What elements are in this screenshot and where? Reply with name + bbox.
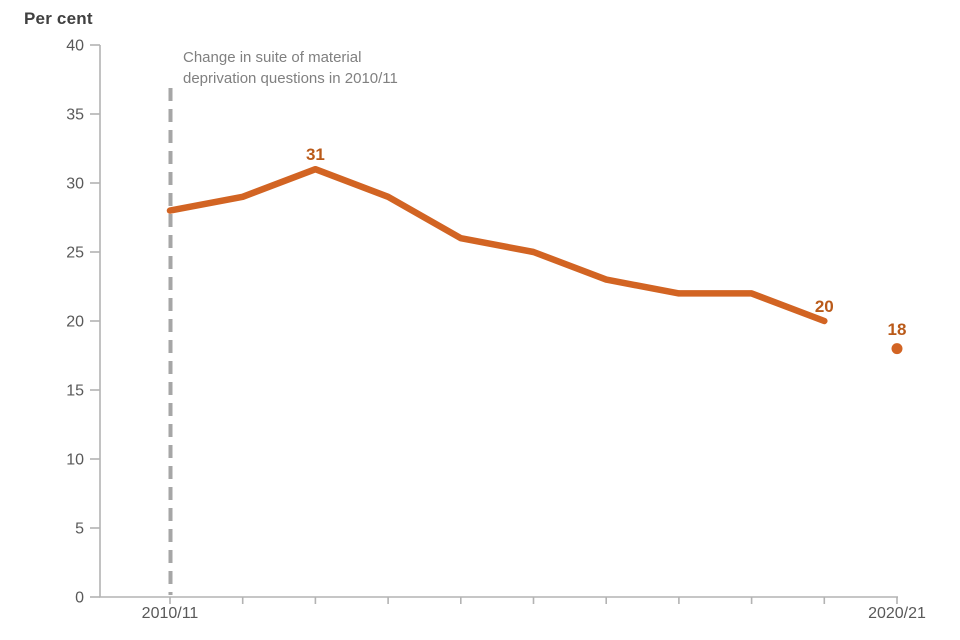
x-tick-label-first: 2010/11	[141, 605, 199, 622]
annotation-line-1: Change in suite of material	[183, 49, 362, 66]
data-point-label: 31	[306, 145, 325, 164]
y-tick-label: 5	[75, 521, 84, 538]
y-tick-label: 35	[66, 107, 84, 124]
material-deprivation-line	[166, 165, 828, 325]
y-tick-label: 25	[66, 245, 84, 262]
data-point-label: 18	[888, 320, 907, 339]
y-tick-label: 10	[66, 452, 84, 469]
y-tick-label: 20	[66, 314, 84, 331]
annotation-line-2: deprivation questions in 2010/11	[183, 70, 398, 87]
y-tick-label: 40	[66, 38, 84, 55]
y-tick-label: 30	[66, 176, 84, 193]
isolated-data-point	[891, 343, 903, 355]
reference-line-annotation: Change in suite of material deprivation …	[183, 47, 398, 89]
data-point-label: 20	[815, 297, 834, 316]
axes	[99, 45, 898, 598]
y-tick-label: 15	[66, 383, 84, 400]
x-tick-label-last: 2020/21	[868, 605, 926, 622]
y-axis-unit-label: Per cent	[24, 9, 93, 28]
y-tick-label: 0	[75, 590, 84, 607]
